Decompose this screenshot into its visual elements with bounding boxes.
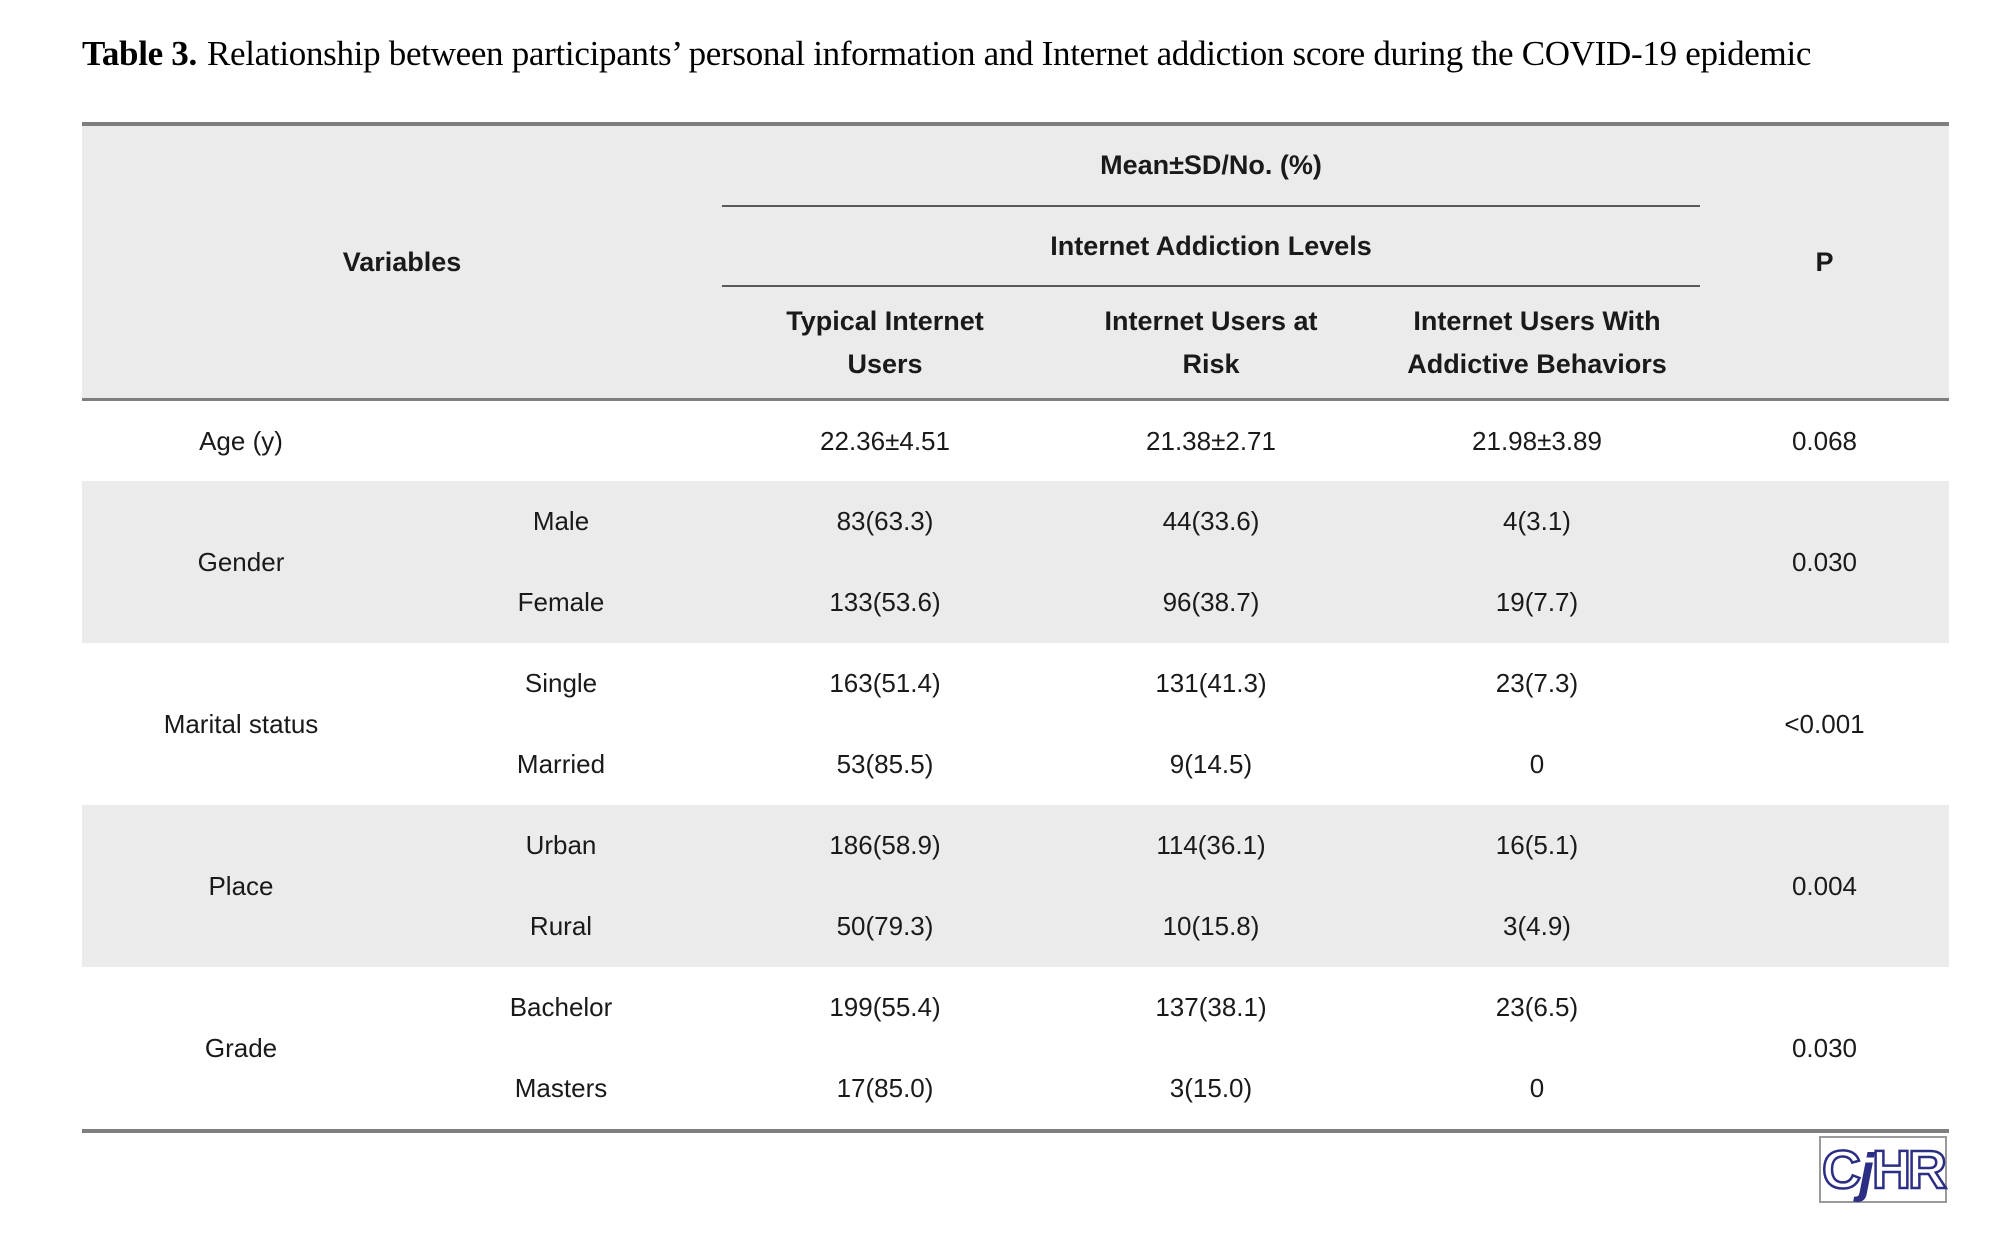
- table-caption: Table 3. Relationship between participant…: [82, 34, 1962, 74]
- value-cell: 96(38.7): [1162, 587, 1260, 617]
- value-cell: 114(36.1): [1156, 830, 1266, 860]
- header-subgroup-addiction-levels: Internet Addiction Levels: [722, 207, 1700, 287]
- subcategory-label: Female: [517, 587, 605, 617]
- subcategory-label: Single: [524, 668, 598, 698]
- logo-letter-h: H: [1871, 1139, 1913, 1200]
- p-value-cell: 0.030: [1791, 546, 1858, 577]
- variable-label: Gender: [197, 546, 285, 577]
- row-group-grade: Grade Bachelor 199(55.4) 137(38.1) 23(6.…: [82, 967, 1949, 1133]
- header-col-users-at-risk-label: Internet Users at Risk: [1104, 305, 1318, 379]
- subcategory-label: Married: [516, 749, 606, 779]
- subcategory-label: [400, 401, 722, 481]
- variable-label: Grade: [204, 1032, 278, 1063]
- header-col-addictive-behaviors-label: Internet Users With Addictive Behaviors: [1407, 305, 1667, 379]
- logo-letter-c: C: [1821, 1139, 1863, 1200]
- value-cell: 3(4.9): [1503, 911, 1571, 941]
- value-cell: 137(38.1): [1155, 992, 1267, 1022]
- header-col-addictive-behaviors: Internet Users With Addictive Behaviors: [1374, 287, 1700, 398]
- row-group-place: Place Urban 186(58.9) 114(36.1) 16(5.1) …: [82, 805, 1949, 967]
- data-table: Variables Mean±SD/No. (%) Internet Addic…: [82, 122, 1949, 1133]
- header-group-mean-sd: Mean±SD/No. (%): [722, 126, 1700, 207]
- value-cell: 3(15.0): [1169, 1073, 1253, 1103]
- value-cell: 23(6.5): [1495, 992, 1579, 1022]
- header-p-value: P: [1815, 246, 1834, 277]
- logo-letter-j: j: [1858, 1142, 1874, 1203]
- value-cell: 17(85.0): [836, 1073, 934, 1103]
- value-cell: 0: [1529, 749, 1545, 779]
- subcategory-label: Masters: [514, 1073, 608, 1103]
- variable-label: Marital status: [163, 708, 319, 739]
- value-cell: 10(15.8): [1162, 911, 1260, 941]
- value-cell: 19(7.7): [1495, 587, 1579, 617]
- table-caption-number: Table 3.: [82, 34, 197, 73]
- table-header: Variables Mean±SD/No. (%) Internet Addic…: [82, 122, 1949, 401]
- value-cell: 131(41.3): [1155, 668, 1267, 698]
- p-value-cell: 0.068: [1791, 425, 1858, 456]
- value-cell: 44(33.6): [1162, 506, 1260, 536]
- variable-label: Age (y): [199, 425, 283, 456]
- value-cell: 163(51.4): [829, 668, 941, 698]
- p-value-cell: 0.030: [1791, 1032, 1858, 1063]
- row-group-gender: Gender Male 83(63.3) 44(33.6) 4(3.1) 0.0…: [82, 481, 1949, 643]
- value-cell: 186(58.9): [829, 830, 941, 860]
- subcategory-label: Urban: [525, 830, 597, 860]
- value-cell: 9(14.5): [1169, 749, 1253, 779]
- header-col-typical-users-label: Typical Internet Users: [786, 305, 984, 379]
- subcategory-label: Bachelor: [509, 992, 613, 1022]
- value-cell: 133(53.6): [829, 587, 941, 617]
- row-group-marital-status: Marital status Single 163(51.4) 131(41.3…: [82, 643, 1949, 805]
- value-cell: 22.36±4.51: [820, 425, 950, 456]
- p-value-cell: 0.004: [1791, 870, 1858, 901]
- row-group-age: Age (y) 22.36±4.51 21.38±2.71 21.98±3.89…: [82, 401, 1949, 481]
- table-caption-text: Relationship between participants’ perso…: [206, 34, 1812, 73]
- value-cell: 21.98±3.89: [1472, 425, 1602, 456]
- value-cell: 53(85.5): [836, 749, 934, 779]
- header-variables: Variables: [342, 246, 462, 277]
- value-cell: 83(63.3): [836, 506, 934, 536]
- value-cell: 0: [1529, 1073, 1545, 1103]
- subcategory-label: Rural: [529, 911, 593, 941]
- value-cell: 21.38±2.71: [1146, 425, 1276, 456]
- variable-label: Place: [208, 870, 274, 901]
- header-col-typical-users: Typical Internet Users: [722, 287, 1048, 398]
- value-cell: 4(3.1): [1503, 506, 1571, 536]
- value-cell: 50(79.3): [836, 911, 934, 941]
- value-cell: 23(7.3): [1495, 668, 1579, 698]
- logo-letter-r: R: [1907, 1139, 1949, 1200]
- p-value-cell: <0.001: [1784, 708, 1865, 739]
- subcategory-label: Male: [532, 506, 590, 536]
- value-cell: 199(55.4): [829, 992, 941, 1022]
- header-col-users-at-risk: Internet Users at Risk: [1048, 287, 1374, 398]
- value-cell: 16(5.1): [1495, 830, 1579, 860]
